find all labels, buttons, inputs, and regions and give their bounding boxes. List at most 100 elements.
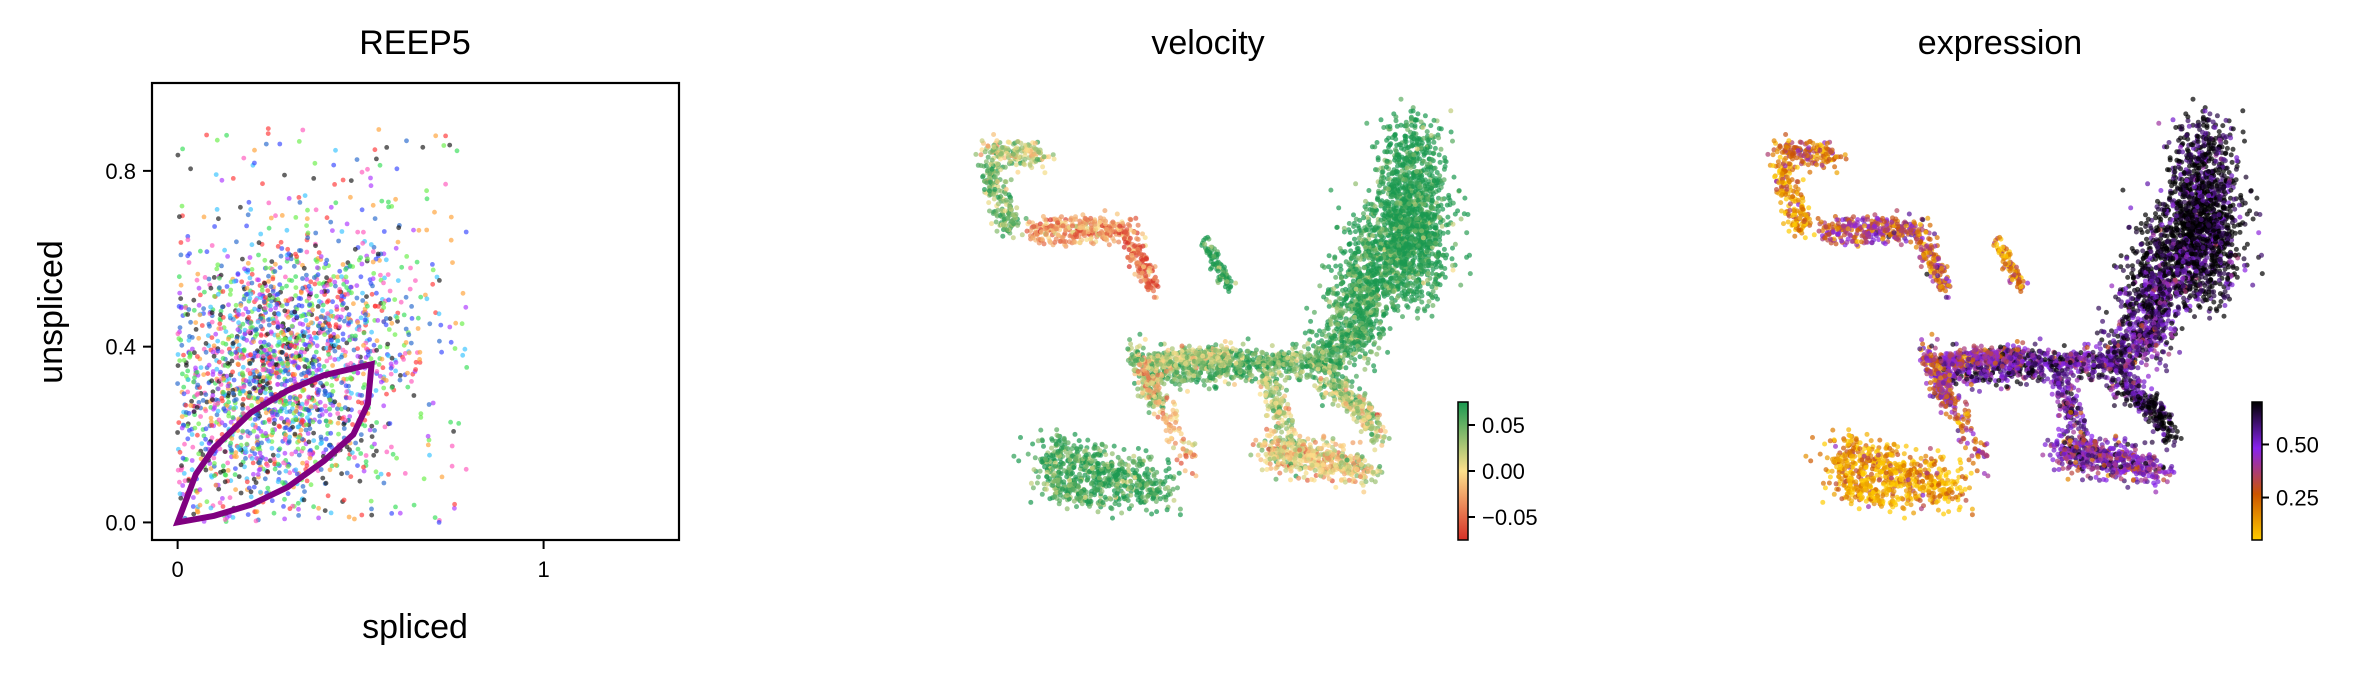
scatter-point bbox=[369, 330, 374, 335]
scatter-point bbox=[269, 284, 274, 289]
scatter-point bbox=[382, 229, 387, 234]
scatter-point bbox=[328, 467, 333, 472]
scatter-point bbox=[392, 297, 397, 302]
scatter-point bbox=[374, 469, 379, 474]
scatter-point bbox=[282, 173, 287, 178]
scatter-point bbox=[185, 436, 190, 441]
embedding-point bbox=[1347, 323, 1352, 328]
scatter-point bbox=[282, 517, 287, 522]
scatter-point bbox=[282, 403, 287, 408]
scatter-point bbox=[275, 292, 280, 297]
scatter-point bbox=[308, 456, 313, 461]
scatter-point bbox=[437, 520, 442, 525]
scatter-point bbox=[464, 365, 469, 370]
scatter-point bbox=[333, 284, 338, 289]
scatter-point bbox=[322, 392, 327, 397]
scatter-point bbox=[286, 464, 291, 469]
scatter-point bbox=[287, 196, 292, 201]
scatter-point bbox=[236, 445, 241, 450]
embedding-point bbox=[1355, 302, 1360, 307]
scatter-point bbox=[375, 318, 380, 323]
scatter-point bbox=[197, 286, 202, 291]
scatter-point bbox=[297, 453, 302, 458]
embedding-point bbox=[1415, 111, 1420, 116]
embedding-point bbox=[1392, 178, 1397, 183]
scatter-point bbox=[263, 295, 268, 300]
scatter-point bbox=[231, 406, 236, 411]
scatter-point bbox=[275, 413, 280, 418]
scatter-point bbox=[399, 300, 404, 305]
embedding-point bbox=[1363, 351, 1368, 356]
scatter-point bbox=[201, 372, 206, 377]
embedding-point bbox=[1420, 222, 1425, 227]
scatter-point bbox=[252, 161, 257, 166]
scatter-point bbox=[303, 330, 308, 335]
scatter-point bbox=[229, 436, 234, 441]
scatter-point bbox=[248, 255, 253, 260]
scatter-point bbox=[344, 280, 349, 285]
scatter-point bbox=[234, 303, 239, 308]
embedding-point bbox=[1352, 362, 1357, 367]
scatter-point bbox=[275, 302, 280, 307]
scatter-point bbox=[261, 354, 266, 359]
scatter-point bbox=[258, 232, 263, 237]
scatter-point bbox=[230, 370, 235, 375]
scatter-point bbox=[328, 412, 333, 417]
scatter-point bbox=[395, 315, 400, 320]
embedding-point bbox=[1406, 253, 1411, 258]
scatter-point bbox=[360, 291, 365, 296]
scatter-point bbox=[415, 260, 420, 265]
embedding-point bbox=[1450, 263, 1455, 268]
embedding-point bbox=[1434, 180, 1439, 185]
scatter-point bbox=[359, 438, 364, 443]
embedding-point bbox=[1213, 342, 1218, 347]
embedding-point bbox=[1353, 229, 1358, 234]
scatter-point bbox=[268, 386, 273, 391]
embedding-point bbox=[1437, 215, 1442, 220]
scatter-point bbox=[349, 178, 354, 183]
embedding-point bbox=[1384, 165, 1389, 170]
scatter-point bbox=[311, 362, 316, 367]
scatter-point bbox=[270, 498, 275, 503]
embedding-point bbox=[1351, 279, 1356, 284]
scatter-point bbox=[262, 299, 267, 304]
embedding-point bbox=[1270, 343, 1275, 348]
scatter-point bbox=[443, 134, 448, 139]
scatter-point bbox=[270, 430, 275, 435]
scatter-point bbox=[311, 176, 316, 181]
scatter-point bbox=[324, 275, 329, 280]
scatter-point bbox=[302, 498, 307, 503]
scatter-point bbox=[240, 429, 245, 434]
embedding-point bbox=[1390, 170, 1395, 175]
scatter-point bbox=[424, 188, 429, 193]
x-tick-label: 1 bbox=[537, 557, 549, 582]
scatter-point bbox=[264, 410, 269, 415]
scatter-point bbox=[292, 372, 297, 377]
scatter-point bbox=[399, 265, 404, 270]
scatter-point bbox=[209, 378, 214, 383]
scatter-point bbox=[210, 335, 215, 340]
scatter-point bbox=[247, 200, 252, 205]
scatter-point bbox=[272, 421, 277, 426]
scatter-point bbox=[452, 502, 457, 507]
scatter-point bbox=[209, 423, 214, 428]
scatter-point bbox=[221, 289, 226, 294]
scatter-point bbox=[306, 395, 311, 400]
scatter-point bbox=[355, 463, 360, 468]
scatter-point bbox=[246, 268, 251, 273]
scatter-point bbox=[280, 480, 285, 485]
scatter-point bbox=[361, 230, 366, 235]
embedding-point bbox=[1391, 206, 1396, 211]
scatter-point bbox=[177, 336, 182, 341]
embedding-point bbox=[1415, 316, 1420, 321]
scatter-point bbox=[250, 242, 255, 247]
scatter-point bbox=[204, 426, 209, 431]
scatter-point bbox=[298, 406, 303, 411]
scatter-point bbox=[203, 275, 208, 280]
scatter-point bbox=[304, 401, 309, 406]
embedding-point bbox=[1451, 268, 1456, 273]
scatter-point bbox=[340, 229, 345, 234]
scatter-point bbox=[325, 423, 330, 428]
scatter-point bbox=[289, 278, 294, 283]
scatter-point bbox=[416, 316, 421, 321]
